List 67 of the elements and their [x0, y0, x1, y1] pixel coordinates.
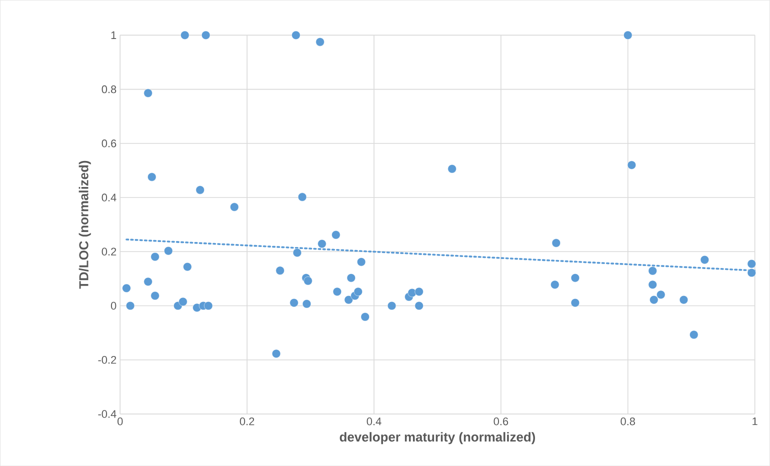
point [552, 238, 560, 248]
x-tick-label: 0.4 [366, 417, 382, 426]
point [272, 349, 281, 358]
y-tick-label: -0.2 [98, 356, 116, 364]
y-axis-title: TD/LOC (normalized) [78, 160, 91, 289]
point [700, 255, 710, 264]
point [679, 295, 688, 304]
point [414, 287, 424, 296]
y-tick-label: -0.4 [98, 410, 116, 418]
point [144, 88, 152, 98]
point [690, 330, 698, 339]
point [747, 259, 756, 268]
point [230, 202, 239, 212]
x-axis-title: developer maturity (normalized) [340, 432, 536, 444]
point [201, 30, 210, 40]
point [332, 287, 342, 296]
point [316, 38, 324, 46]
point [178, 297, 188, 306]
y-tick-label: 0.6 [102, 139, 116, 148]
point [298, 192, 307, 202]
x-tick-label: 0.2 [240, 417, 254, 426]
point [648, 280, 657, 289]
point [183, 262, 192, 272]
x-tick-label: 0.8 [620, 417, 636, 426]
point [747, 268, 756, 277]
point [414, 301, 424, 310]
x-tick-label: 1 [752, 417, 758, 425]
x-tick-label: 0 [118, 417, 123, 426]
point [144, 277, 152, 286]
y-tick-label: 0.8 [102, 85, 116, 94]
point [196, 186, 204, 194]
point [332, 230, 340, 240]
point [387, 301, 396, 310]
point [148, 172, 156, 182]
point [448, 164, 456, 174]
point [150, 252, 160, 262]
point [650, 295, 658, 304]
point [150, 291, 160, 300]
point [570, 273, 580, 282]
y-tick-label: 0.2 [102, 248, 116, 256]
point [180, 30, 190, 40]
point [354, 287, 362, 296]
point [627, 160, 636, 170]
point [290, 298, 298, 308]
point [204, 301, 213, 310]
point [304, 276, 312, 286]
point [318, 239, 326, 248]
y-tick-label: 0.4 [102, 194, 116, 202]
point [122, 284, 131, 292]
point [344, 295, 353, 304]
point [276, 266, 284, 275]
point [302, 299, 312, 308]
point [292, 30, 300, 40]
point [292, 248, 302, 257]
point [656, 290, 666, 299]
point [648, 266, 657, 276]
point [624, 30, 632, 40]
point [346, 273, 356, 282]
x-tick-label: 0.6 [494, 417, 508, 426]
point [164, 246, 173, 256]
point [360, 312, 370, 322]
point [126, 301, 135, 310]
y-tick-label: 1 [111, 31, 116, 39]
point [356, 258, 366, 266]
point [570, 298, 580, 308]
y-tick-label: 0 [110, 302, 116, 310]
point [550, 280, 560, 289]
